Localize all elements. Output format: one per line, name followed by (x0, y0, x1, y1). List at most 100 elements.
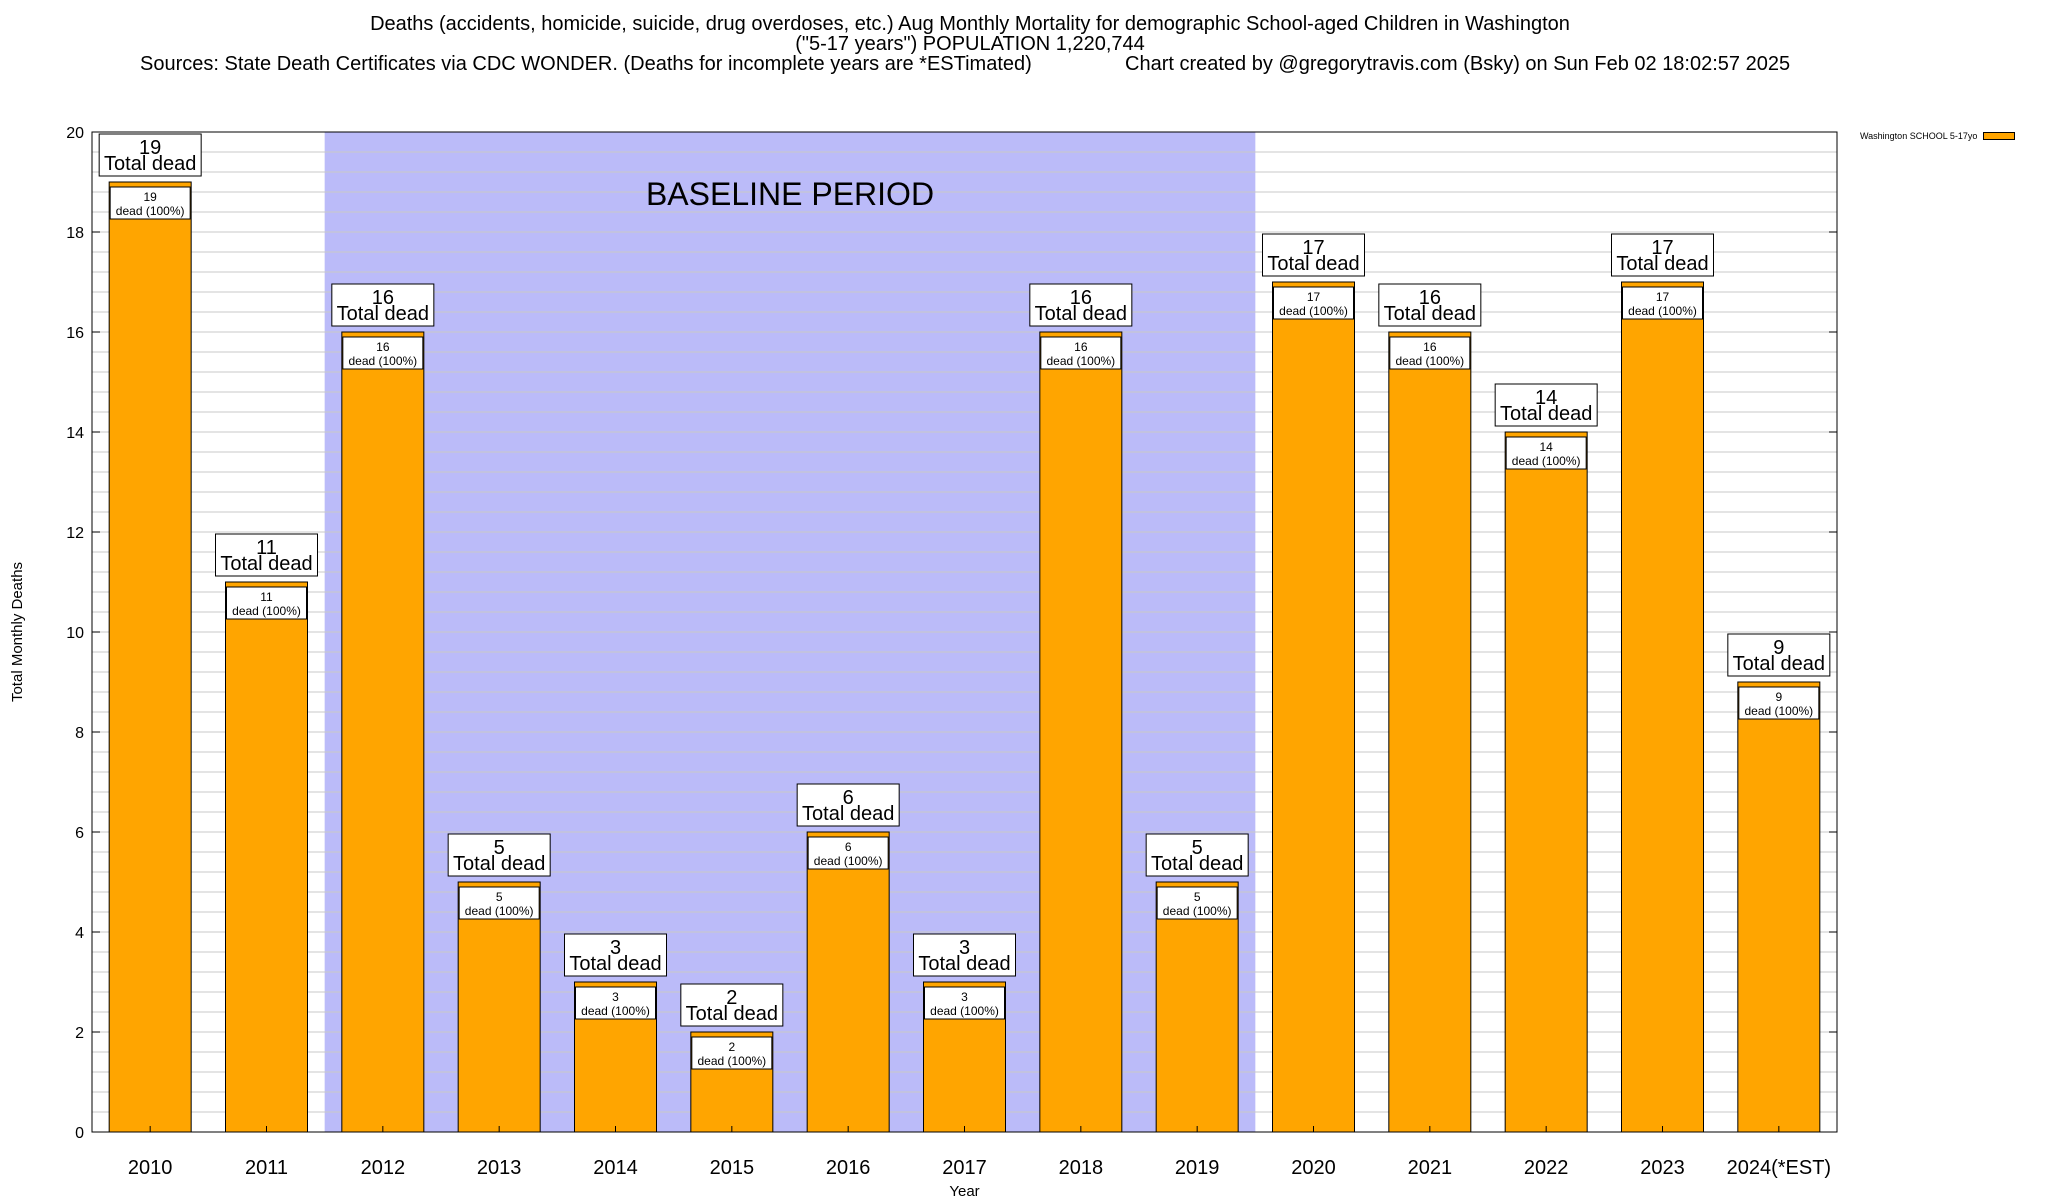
top-label-box (1145, 833, 1249, 877)
x-tick-label: 2024(*EST) (1727, 1157, 1832, 1179)
x-tick-label: 2023 (1640, 1157, 1685, 1179)
inner-label-value: 6 (845, 840, 852, 854)
top-label-box (913, 933, 1016, 977)
x-tick-label: 2021 (1408, 1157, 1453, 1179)
top-label-box (447, 833, 551, 877)
top-label-value: 9 (1773, 637, 1784, 659)
x-tick-label: 2020 (1291, 1157, 1336, 1179)
sources-text: Sources: State Death Certificates via CD… (140, 53, 1032, 75)
inner-label-box (1389, 336, 1471, 370)
top-label-text: Total dead (1151, 853, 1243, 875)
top-label-text: Total dead (453, 853, 545, 875)
top-label-box (1494, 383, 1598, 427)
bar (457, 881, 541, 1133)
inner-label-value: 5 (1194, 890, 1201, 904)
top-label-value: 3 (959, 937, 970, 959)
bar (1388, 331, 1472, 1133)
top-label-value: 5 (1192, 837, 1203, 859)
top-label-value: 16 (372, 287, 394, 309)
top-label-value: 19 (139, 137, 161, 159)
y-tick-label: 10 (66, 625, 84, 642)
top-label-text: Total dead (104, 153, 196, 175)
x-tick-label: 2022 (1524, 1157, 1569, 1179)
inner-label-text: dead (100%) (1395, 354, 1464, 368)
inner-label-box (1505, 436, 1587, 470)
inner-label-box (109, 186, 191, 220)
top-label-text: Total dead (802, 803, 894, 825)
title-line-2: ("5-17 years") POPULATION 1,220,744 (795, 33, 1145, 55)
top-label-value: 17 (1651, 237, 1673, 259)
top-label-value: 11 (256, 537, 277, 559)
top-label-box (564, 933, 667, 977)
top-label-value: 5 (494, 837, 505, 859)
legend-swatch (1983, 132, 2016, 140)
inner-label-box (807, 836, 889, 870)
inner-label-value: 16 (1423, 340, 1437, 354)
inner-label-text: dead (100%) (1279, 304, 1348, 318)
top-label-value: 14 (1535, 387, 1557, 409)
inner-label-value: 5 (496, 890, 503, 904)
inner-label-text: dead (100%) (232, 604, 301, 618)
y-axis-label: Total Monthly Deaths (9, 562, 26, 702)
inner-label-box (1622, 286, 1703, 320)
x-tick-label: 2010 (128, 1157, 173, 1179)
top-label-value: 17 (1302, 237, 1324, 259)
y-tick-label: 8 (75, 725, 84, 742)
inner-label-value: 17 (1307, 290, 1321, 304)
top-label-value: 6 (843, 787, 854, 809)
y-tick-label: 18 (66, 225, 84, 242)
inner-label-value: 3 (612, 990, 619, 1004)
x-tick-label: 2014 (593, 1157, 638, 1179)
x-tick-label: 2016 (826, 1157, 871, 1179)
inner-label-text: dead (100%) (116, 204, 185, 218)
top-label-text: Total dead (337, 303, 429, 325)
inner-label-box (458, 886, 540, 920)
top-label-value: 16 (1070, 287, 1092, 309)
inner-label-value: 11 (260, 590, 273, 604)
top-label-text: Total dead (1500, 403, 1592, 425)
top-label-text: Total dead (1616, 253, 1708, 275)
bar (341, 331, 425, 1133)
x-axis-label: Year (949, 1183, 979, 1200)
top-label-box (1029, 283, 1133, 327)
top-label-box (98, 133, 202, 177)
top-label-box (1262, 233, 1365, 277)
bar (1272, 281, 1355, 1133)
y-tick-label: 12 (66, 525, 84, 542)
inner-label-box (1738, 686, 1820, 720)
top-label-box (215, 533, 318, 577)
inner-label-text: dead (100%) (1163, 904, 1232, 918)
inner-label-value: 16 (1074, 340, 1088, 354)
top-label-text: Total dead (569, 953, 661, 975)
inner-label-box (226, 586, 307, 620)
top-label-box (796, 783, 900, 827)
inner-label-value: 9 (1775, 690, 1782, 704)
bar (806, 831, 890, 1133)
x-tick-label: 2015 (710, 1157, 755, 1179)
top-label-text: Total dead (1267, 253, 1359, 275)
inner-label-text: dead (100%) (814, 854, 883, 868)
legend: Washington SCHOOL 5-17yo (1860, 131, 2016, 141)
credit-text: Chart created by @gregorytravis.com (Bsk… (1125, 53, 1791, 75)
top-label-box (680, 983, 784, 1027)
inner-label-text: dead (100%) (1744, 704, 1813, 718)
y-tick-label: 2 (75, 1025, 84, 1042)
inner-label-box (691, 1036, 773, 1070)
bar (1504, 431, 1588, 1133)
inner-label-box (342, 336, 424, 370)
top-label-text: Total dead (1035, 303, 1127, 325)
top-label-text: Total dead (686, 1003, 778, 1025)
inner-label-box (575, 986, 656, 1020)
chart-title: Deaths (accidents, homicide, suicide, dr… (0, 14, 1940, 54)
inner-label-text: dead (100%) (697, 1054, 766, 1068)
x-tick-label: 2013 (477, 1157, 522, 1179)
bar (225, 581, 308, 1133)
inner-label-value: 19 (143, 190, 157, 204)
inner-label-text: dead (100%) (930, 1004, 999, 1018)
top-label-box (1611, 233, 1714, 277)
inner-label-value: 3 (961, 990, 968, 1004)
top-label-box (1378, 283, 1482, 327)
title-line-1: Deaths (accidents, homicide, suicide, dr… (370, 13, 1570, 35)
inner-label-text: dead (100%) (581, 1004, 650, 1018)
